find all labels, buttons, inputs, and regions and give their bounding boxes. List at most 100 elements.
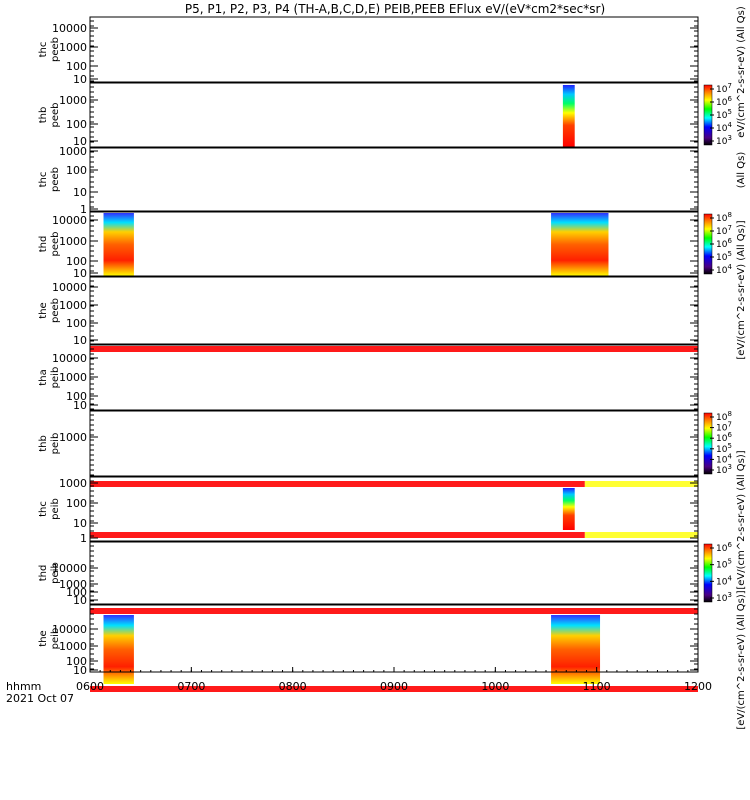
panel-label: thc peib	[38, 498, 61, 520]
panel-label-product: peeb	[50, 298, 61, 323]
y-tick-label: 10	[73, 664, 87, 677]
y-tick-label: 100	[66, 118, 87, 131]
colorbar-scale	[703, 412, 713, 475]
panel-the-peeb: 10000 1000 100 10 the peeb	[38, 276, 699, 347]
y-tick-label: 1000	[59, 477, 87, 490]
y-tick-label: 10	[73, 334, 87, 347]
x-tick-label: 1000	[481, 680, 509, 693]
y-tick-label: 10000	[52, 214, 87, 227]
panel-label: the peib	[38, 628, 61, 650]
x-tick-label: 0600	[76, 680, 104, 693]
y-tick-label: 1000	[59, 299, 87, 312]
panel-label: thb peeb	[38, 103, 61, 128]
panel-label: the peeb	[38, 298, 61, 323]
panel-label-product: peib	[50, 562, 61, 584]
panel-label-product: peib	[50, 628, 61, 650]
panel-label-probe: thb	[38, 107, 49, 124]
panel-frame	[89, 604, 699, 673]
colorbar-tick-label: 106	[716, 237, 732, 250]
panel-label-probe: thc	[38, 172, 49, 188]
panel-label: tha peib	[38, 367, 61, 389]
y-tick-label: 10000	[52, 562, 87, 575]
unit-label: [eV/(cm^2-s-sr-eV) (All Qs)]	[736, 450, 747, 589]
y-tick-label: 10	[73, 594, 87, 607]
panel-frame	[89, 16, 699, 83]
x-tick-label: 0800	[279, 680, 307, 693]
unit-label-text: [eV/(cm^2-s-sr-eV) (All Qs)]	[736, 590, 747, 729]
y-tick-label: 1000	[59, 145, 87, 158]
colorbar-tick-label: 105	[716, 558, 732, 571]
panel-label-probe: thd	[38, 565, 49, 582]
spectrogram-block-thb-peeb	[562, 85, 575, 147]
saturation-bar	[90, 608, 698, 614]
unit-label: eV/(cm^2-s-sr-eV) (All Qs)	[736, 6, 747, 138]
saturation-bar	[90, 346, 698, 352]
panel-label: thd peeb	[38, 232, 61, 257]
colorbar-tick-label: 108	[716, 211, 732, 224]
panel-frame	[89, 541, 699, 605]
chart-title: P5, P1, P2, P3, P4 (TH-A,B,C,D,E) PEIB,P…	[184, 2, 606, 16]
x-tick-label: 0900	[380, 680, 408, 693]
panel-label-probe: the	[38, 630, 49, 646]
panel-label-product: peeb	[50, 232, 61, 257]
spectrogram-block-thd-peib	[551, 615, 601, 684]
unit-label: [eV/(cm^2-s-sr-eV) (All Qs)]	[736, 590, 747, 729]
spectrogram-block-thd-peeb	[103, 213, 134, 276]
y-tick-label: 100	[66, 317, 87, 330]
panel-label-probe: tha	[38, 369, 49, 385]
panel-label-probe: the	[38, 302, 49, 318]
panel-thc-peib: 1000 100 10 1 thc peib	[38, 476, 699, 545]
panel-frame	[89, 476, 699, 542]
y-tick-label: 10	[73, 135, 87, 148]
x-tick-label: 1200	[684, 680, 712, 693]
y-tick-label: 100	[66, 60, 87, 73]
x-tick-label: 0700	[177, 680, 205, 693]
y-tick-label: 10000	[52, 22, 87, 35]
panel-label-product: peib	[50, 433, 61, 455]
unit-label-text: [eV/(cm^2-s-sr-eV) (All Qs)]	[736, 220, 747, 359]
y-tick-label: 10000	[52, 281, 87, 294]
panel-label: thb peib	[38, 433, 61, 455]
panel-frame	[89, 276, 699, 345]
panel-label: thc peeb	[38, 37, 61, 62]
colorbar-tick-label: 107	[716, 224, 732, 237]
spectrogram-block-thd-peib	[103, 615, 134, 684]
y-tick-label: 10	[73, 399, 87, 412]
y-tick-label: 100	[66, 655, 87, 668]
panel-label-product: peib	[50, 367, 61, 389]
colorbar-tick-label: 104	[716, 263, 732, 276]
panel-frame	[89, 211, 699, 277]
colorbar-tick-label: 104	[716, 121, 732, 134]
y-tick-label: 1000	[59, 371, 87, 384]
y-tick-label: 10	[73, 186, 87, 199]
spectrogram-block-thd-peeb	[551, 213, 609, 276]
panel-thc-peeb: 1000 100 10 1 thc peeb	[38, 145, 699, 216]
saturation-bar	[584, 532, 698, 538]
y-tick-label: 10	[73, 517, 87, 530]
colorbar-tick-label: 106	[716, 95, 732, 108]
x-tick-label: 1100	[583, 680, 611, 693]
y-tick-label: 100	[66, 586, 87, 599]
colorbar-thd-peib: 106 105 104 103	[703, 541, 732, 604]
colorbar-tick-label: 107	[716, 82, 732, 95]
y-tick-label: 1000	[59, 431, 87, 444]
x-axis-label: hhmm	[6, 680, 41, 693]
unit-label: (All Qs)	[736, 152, 747, 189]
y-tick-label: 1000	[59, 578, 87, 591]
saturation-bar	[584, 481, 698, 487]
x-axis-date: 2021 Oct 07	[6, 692, 74, 705]
panel-label-probe: thc	[38, 501, 49, 517]
panel-label: thc peeb	[38, 167, 61, 192]
y-tick-label: 100	[66, 164, 87, 177]
panel-frame	[89, 147, 699, 212]
colorbar-scale	[703, 543, 713, 603]
panel-label-product: peeb	[50, 167, 61, 192]
